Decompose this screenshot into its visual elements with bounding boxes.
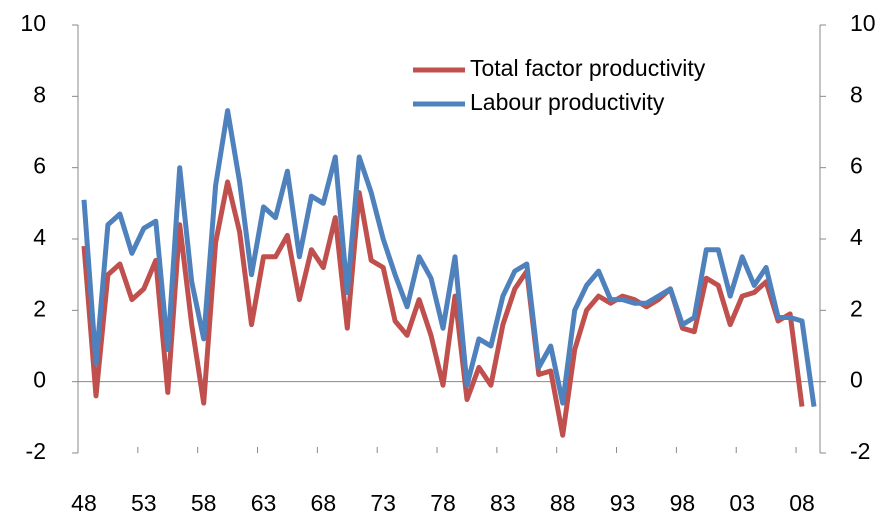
y2-tick-label: 6 xyxy=(850,153,863,179)
x-tick-label: 73 xyxy=(370,490,396,516)
x-tick-label: 93 xyxy=(610,490,636,516)
x-tick-label: 68 xyxy=(311,490,337,516)
x-tick-label: 78 xyxy=(430,490,456,516)
y-tick-label: 2 xyxy=(33,295,46,321)
y-tick-label: 8 xyxy=(33,81,46,107)
y-tick-label: -2 xyxy=(26,438,46,464)
x-tick-label: 58 xyxy=(191,490,217,516)
x-tick-label: 63 xyxy=(251,490,277,516)
y-tick-label: 4 xyxy=(33,224,46,250)
y2-tick-label: -2 xyxy=(850,438,870,464)
x-tick-label: 08 xyxy=(789,490,815,516)
x-tick-label: 88 xyxy=(550,490,576,516)
legend-label: Total factor productivity xyxy=(470,55,706,81)
x-tick-label: 53 xyxy=(131,490,157,516)
y2-tick-label: 10 xyxy=(850,10,876,36)
y2-tick-label: 4 xyxy=(850,224,863,250)
x-tick-label: 98 xyxy=(670,490,696,516)
y2-tick-label: 8 xyxy=(850,81,863,107)
y2-tick-label: 2 xyxy=(850,295,863,321)
y-tick-label: 6 xyxy=(33,153,46,179)
y-tick-label: 0 xyxy=(33,367,46,393)
legend-label: Labour productivity xyxy=(470,89,665,115)
x-tick-label: 83 xyxy=(490,490,516,516)
x-tick-label: 48 xyxy=(71,490,97,516)
line-series xyxy=(81,108,817,407)
x-tick-label: 03 xyxy=(729,490,755,516)
y2-tick-label: 0 xyxy=(850,367,863,393)
y-tick-label: 10 xyxy=(20,10,46,36)
line-series xyxy=(81,179,805,438)
